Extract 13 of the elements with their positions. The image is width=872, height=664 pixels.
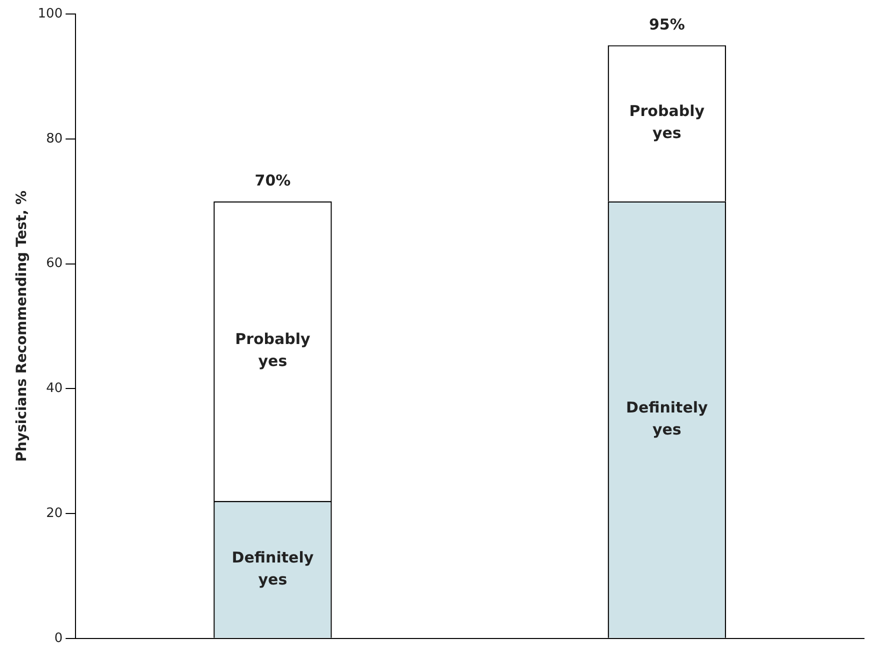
y-tick-label: 60	[46, 256, 63, 272]
text: Definitely yes	[626, 398, 708, 438]
y-tick-label: 0	[54, 630, 63, 646]
total-label: 95%	[648, 16, 685, 34]
y-tick-label: 100	[38, 6, 63, 22]
y-tick-label: 40	[46, 381, 63, 396]
text: Probably yes	[235, 330, 310, 370]
y-tick-label: 20	[46, 506, 63, 521]
series-label: Probably yes	[629, 102, 705, 142]
total-label: 70%	[254, 172, 291, 190]
series-label: Definitely yes	[232, 548, 314, 588]
y-axis-title: Physicians Recommending Test, %	[14, 190, 30, 462]
y-tick-label: 80	[46, 131, 63, 146]
